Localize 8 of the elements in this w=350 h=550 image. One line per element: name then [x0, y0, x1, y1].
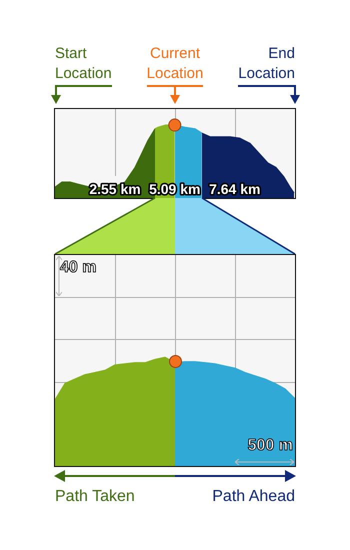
x-tick-label: 7.64 km	[209, 181, 260, 197]
annotation: 500 m	[246, 436, 293, 456]
text: Current Location	[146, 44, 204, 84]
text: Start Location	[55, 44, 113, 84]
text: Path Ahead	[211, 487, 295, 507]
text: 40 m	[60, 258, 96, 278]
text: End Location	[237, 44, 295, 84]
text: Path Taken	[55, 487, 135, 507]
